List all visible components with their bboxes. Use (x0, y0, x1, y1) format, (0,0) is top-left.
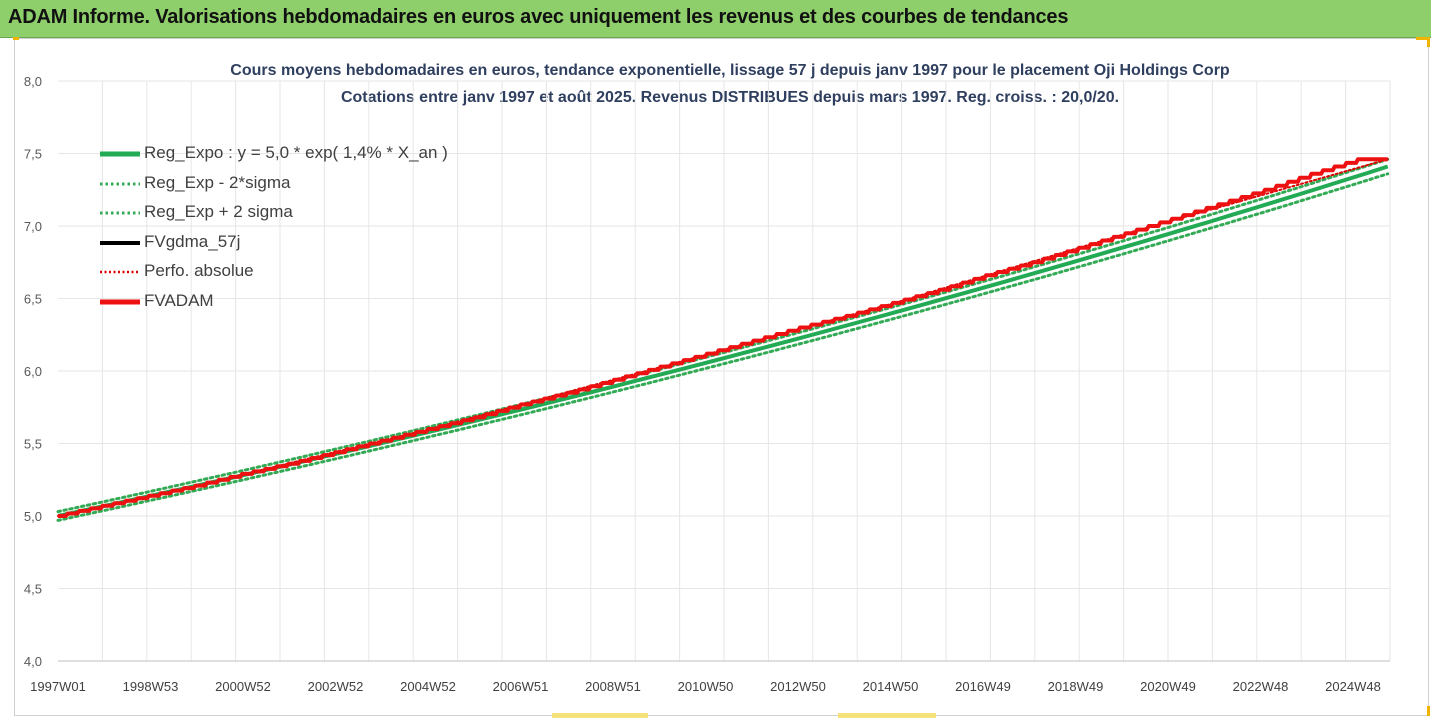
sheet-tab[interactable] (552, 713, 648, 718)
legend-label: FVADAM (144, 290, 214, 310)
x-tick-label: 2010W50 (678, 679, 734, 694)
frame-corner-mark (1427, 706, 1430, 716)
x-tick-label: 2008W51 (585, 679, 641, 694)
series-line-sigma (56, 157, 1390, 514)
chart-title: Cours moyens hebdomadaires en euros, ten… (230, 62, 1230, 79)
y-tick-label: 7,5 (24, 147, 42, 162)
chart-frame (14, 38, 1429, 716)
report-banner: ADAM Informe. Valorisations hebdomadaire… (0, 0, 1431, 38)
y-tick-label: 4,0 (24, 654, 42, 669)
x-tick-label: 2006W51 (493, 679, 549, 694)
legend-label: FVgdma_57j (144, 231, 241, 251)
series-line-sigma (56, 172, 1390, 522)
y-tick-label: 7,0 (24, 219, 42, 234)
x-tick-label: 2024W48 (1325, 679, 1381, 694)
x-tick-label: 2020W49 (1140, 679, 1196, 694)
legend-label: Reg_Exp + 2 sigma (144, 202, 293, 221)
y-tick-label: 8,0 (24, 74, 42, 89)
legend-swatch-reg-exp-plus (100, 211, 140, 215)
frame-corner-mark (1416, 37, 1430, 40)
y-tick-label: 6,5 (24, 292, 42, 307)
x-tick-label: 1997W01 (30, 679, 86, 694)
x-tick-label: 2022W48 (1233, 679, 1289, 694)
legend-swatch-perfo (100, 270, 140, 274)
legend-swatch-reg-exp-minus (100, 182, 140, 185)
x-tick-label: 2000W52 (215, 679, 271, 694)
x-tick-label: 2014W50 (863, 679, 919, 694)
frame-corner-mark (13, 37, 19, 40)
chart-subtitle: Cotations entre janv 1997 et août 2025. … (340, 89, 1120, 106)
y-tick-label: 5,0 (24, 509, 42, 524)
x-tick-label: 1998W53 (123, 679, 179, 694)
legend-label: Reg_Exp - 2*sigma (144, 172, 291, 192)
x-tick-label: 2016W49 (955, 679, 1011, 694)
sheet-tab[interactable] (838, 713, 936, 718)
x-tick-label: 2004W52 (400, 679, 456, 694)
legend-swatch-reg-expo (100, 151, 140, 157)
y-tick-label: 6,0 (24, 364, 42, 379)
report-title: ADAM Informe. Valorisations hebdomadaire… (8, 6, 1069, 28)
series-line-fvadam (58, 157, 1389, 518)
x-tick-label: 2018W49 (1048, 679, 1104, 694)
x-tick-label: 2012W50 (770, 679, 826, 694)
frame-corner-mark (1427, 37, 1430, 47)
legend-label: Perfo. absolue (144, 261, 254, 280)
y-tick-label: 5,5 (24, 437, 42, 452)
x-tick-label: 2002W52 (308, 679, 364, 694)
legend-swatch-fvgdma (100, 240, 140, 245)
y-tick-label: 4,5 (24, 582, 42, 597)
legend-swatch-fvadam (100, 299, 140, 304)
legend-label: Reg_Expo : y = 5,0 * exp( 1,4% * X_an ) (144, 143, 448, 162)
